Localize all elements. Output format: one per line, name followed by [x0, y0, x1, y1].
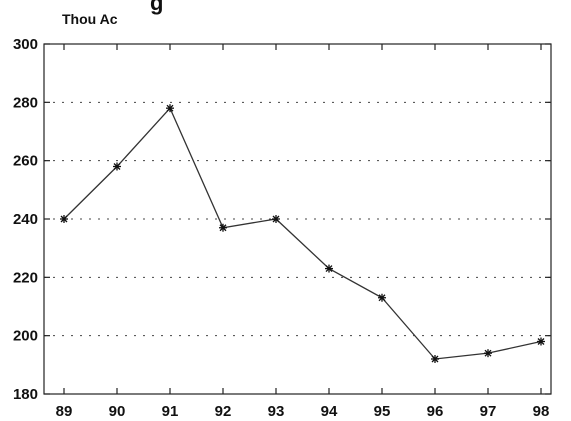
x-tick-label-94: 94: [321, 403, 338, 420]
data-point-markers: [60, 104, 545, 363]
x-tick-label-97: 97: [480, 403, 497, 420]
y-axis-ticks: 180 200 220 240 260 280 300: [13, 36, 551, 403]
x-tick-label-93: 93: [268, 403, 285, 420]
x-tick-label-89: 89: [56, 403, 73, 420]
x-tick-label-95: 95: [374, 403, 391, 420]
y-tick-label-200: 200: [13, 328, 38, 345]
data-point-94: [325, 264, 333, 273]
chart-title-fragment: g: [150, 0, 163, 15]
x-tick-label-92: 92: [215, 403, 232, 420]
x-tick-label-90: 90: [109, 403, 126, 420]
data-point-93: [272, 215, 280, 223]
x-tick-label-96: 96: [427, 403, 444, 420]
y-tick-label-300: 300: [13, 36, 38, 53]
y-tick-label-180: 180: [13, 386, 38, 403]
y-tick-label-260: 260: [13, 153, 38, 170]
data-point-97: [484, 349, 492, 358]
data-point-96: [431, 355, 439, 363]
data-point-92: [219, 223, 227, 232]
data-point-89: [60, 215, 68, 223]
gridlines: [44, 101, 551, 337]
series-line: [63, 106, 542, 360]
data-point-98: [537, 337, 545, 346]
data-point-95: [378, 293, 386, 302]
data-point-91: [166, 104, 174, 113]
y-tick-label-240: 240: [13, 211, 38, 228]
y-tick-label-280: 280: [13, 94, 38, 111]
y-axis-unit-label: Thou Ac: [62, 11, 118, 27]
data-point-90: [113, 162, 121, 171]
x-tick-label-91: 91: [162, 403, 179, 420]
y-tick-label-220: 220: [13, 269, 38, 286]
x-tick-label-98: 98: [533, 403, 550, 420]
x-axis-ticks: 89 90 91 92 93 94 95 96 97 98: [56, 44, 550, 420]
